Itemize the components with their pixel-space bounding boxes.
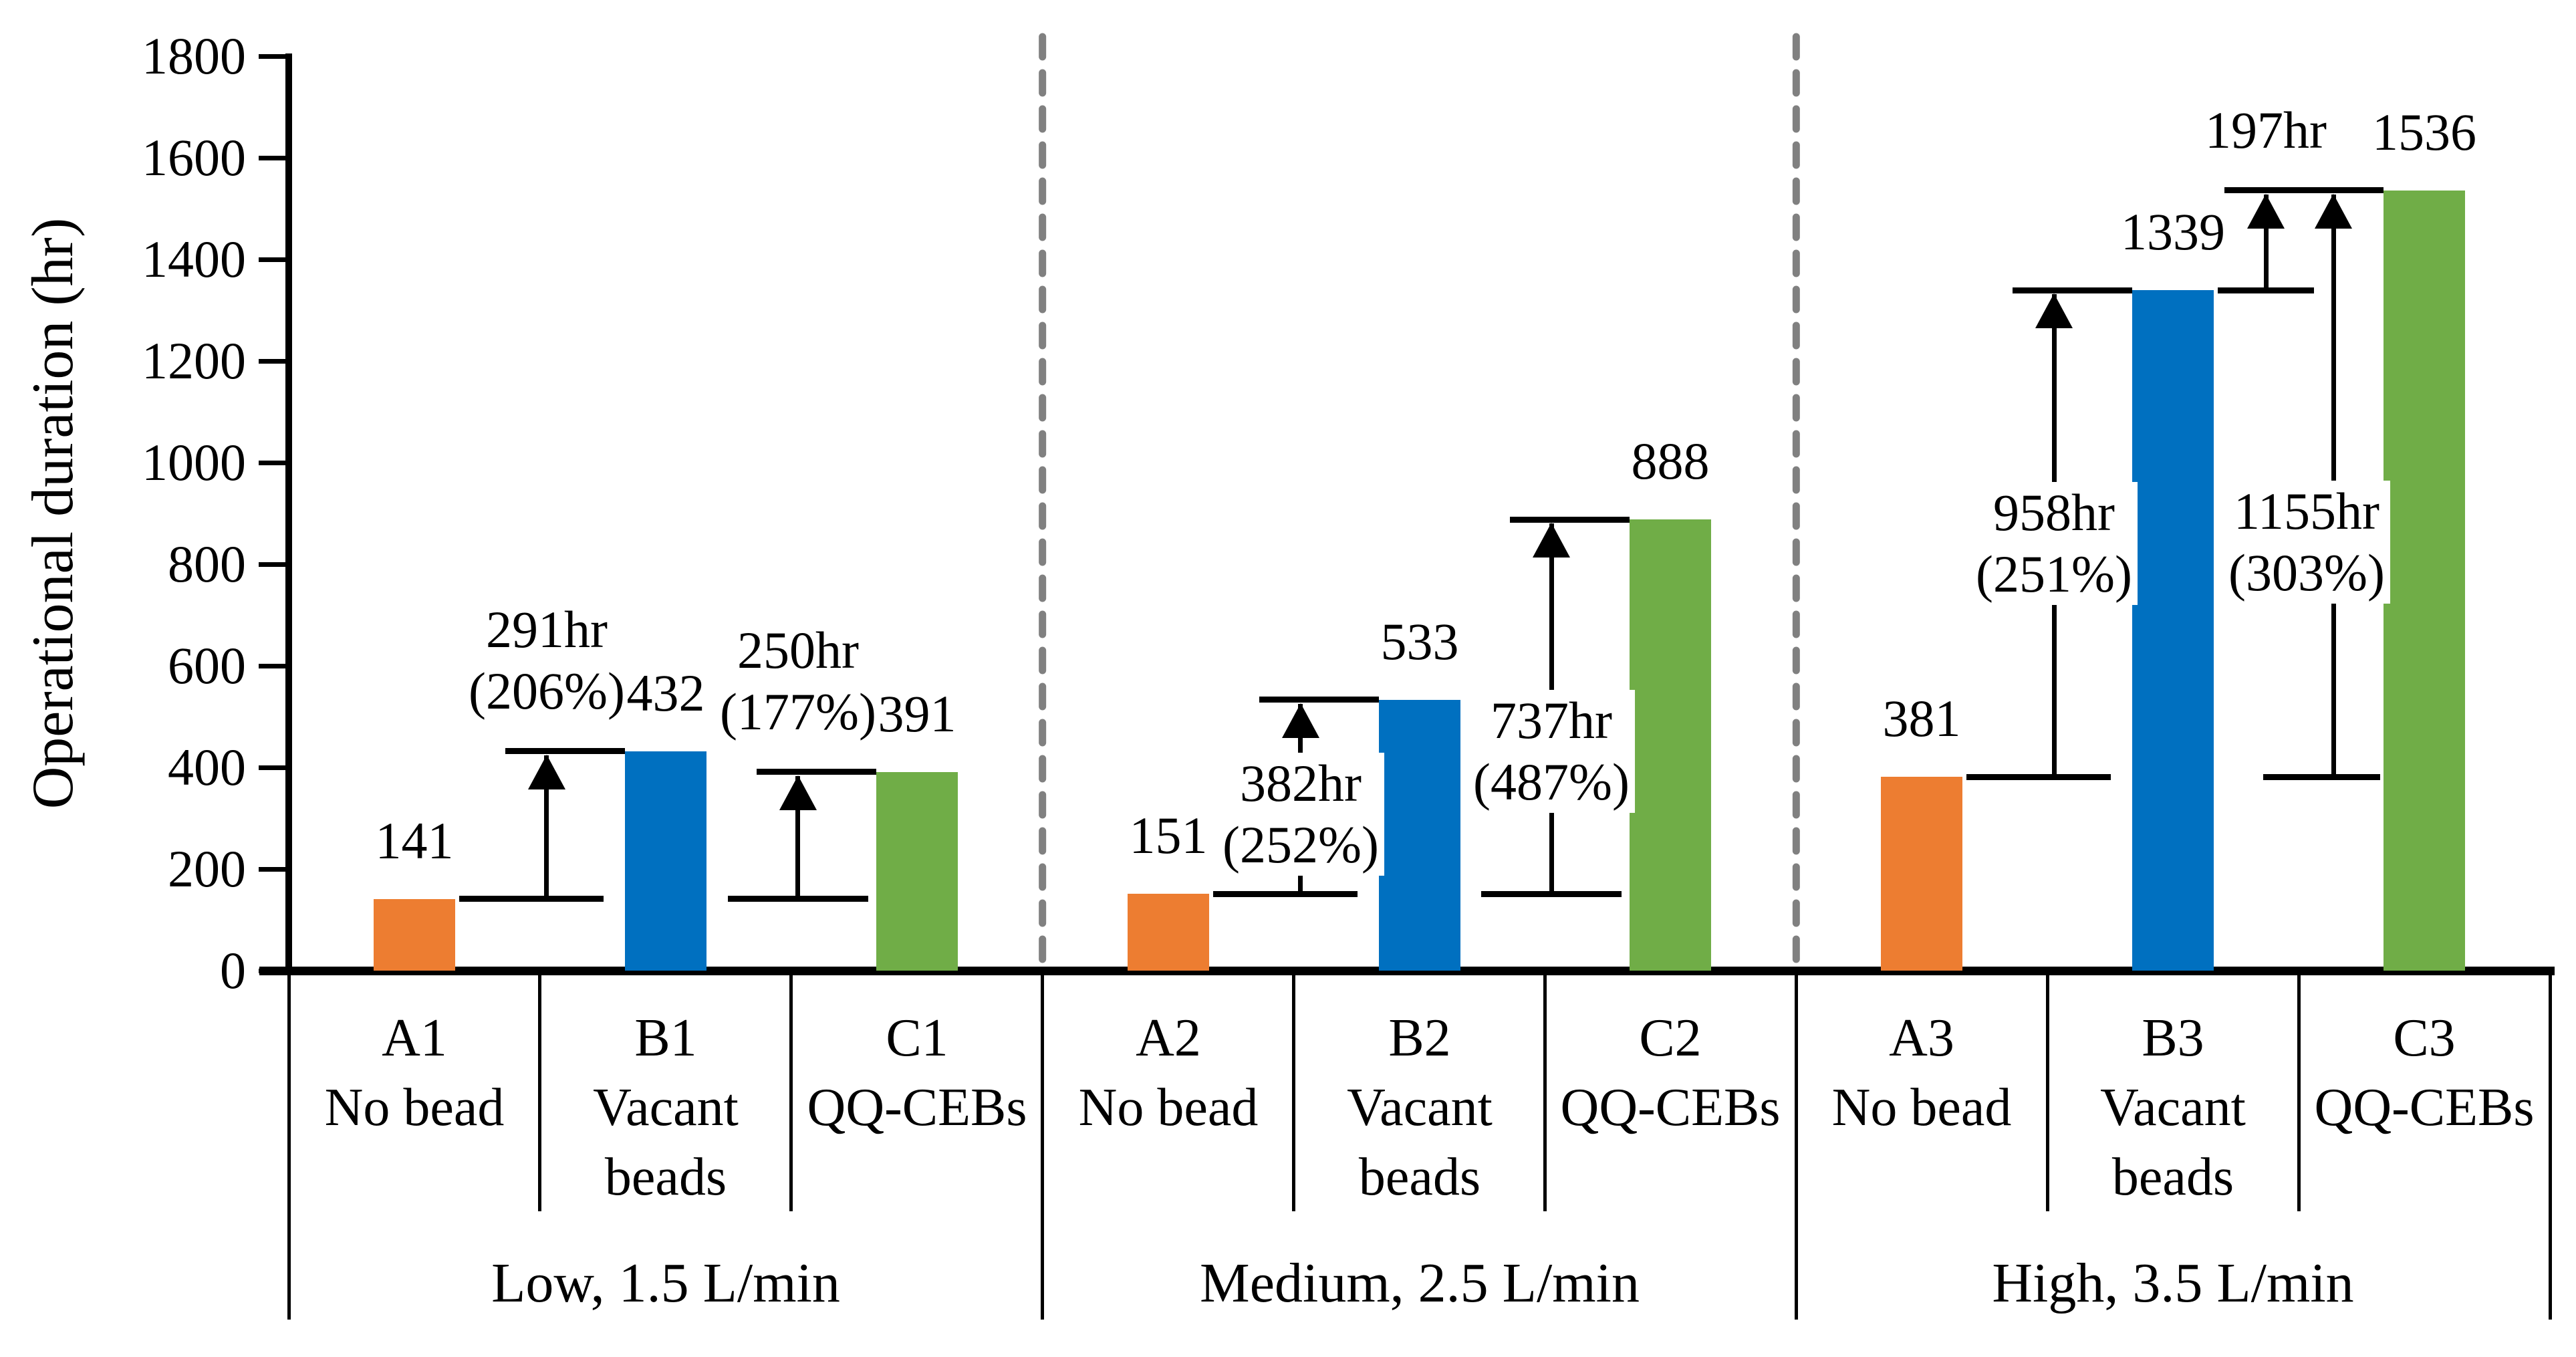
category-label-A2: A2 No bead bbox=[1078, 1009, 1259, 1137]
y-tick bbox=[259, 257, 289, 262]
group-divider bbox=[2549, 975, 2552, 1320]
bar-B2 bbox=[1379, 700, 1460, 971]
group-label: Medium, 2.5 L/min bbox=[1200, 1252, 1640, 1314]
y-tick-label: 200 bbox=[168, 840, 246, 898]
annotation-arrowhead bbox=[1282, 703, 1319, 738]
category-divider bbox=[789, 975, 793, 1211]
bar-C3 bbox=[2384, 191, 2465, 971]
annotation-label: 737hr (487%) bbox=[1468, 690, 1635, 813]
annotation-arrowhead bbox=[2247, 194, 2285, 229]
annotation-label: 958hr (251%) bbox=[1970, 482, 2138, 605]
category-label-B1: B1 Vacant beads bbox=[593, 1009, 739, 1207]
category-divider bbox=[1543, 975, 1547, 1211]
annotation-target-line bbox=[2292, 187, 2384, 193]
bar-value-label: 1339 bbox=[2121, 203, 2225, 261]
bar-value-label: 391 bbox=[878, 685, 956, 743]
y-tick bbox=[259, 54, 289, 59]
group-divider bbox=[1041, 975, 1044, 1320]
bar-value-label: 151 bbox=[1129, 806, 1208, 864]
bar-A2 bbox=[1128, 894, 1209, 971]
annotation-label: 197hr bbox=[2205, 101, 2327, 159]
bar-B1 bbox=[625, 751, 706, 971]
category-label-B2: B2 Vacant beads bbox=[1347, 1009, 1493, 1207]
annotation-target-line bbox=[1259, 697, 1379, 703]
annotation-target-line bbox=[1510, 517, 1630, 523]
bar-value-label: 432 bbox=[626, 664, 705, 722]
group-label: High, 3.5 L/min bbox=[1992, 1252, 2354, 1314]
annotation-base-line bbox=[728, 896, 868, 902]
y-tick bbox=[259, 664, 289, 668]
annotation-arrowhead bbox=[1533, 523, 1570, 558]
y-tick-label: 0 bbox=[220, 941, 246, 999]
y-tick-label: 1000 bbox=[142, 433, 246, 491]
annotation-arrowhead bbox=[2035, 293, 2073, 328]
bar-value-label: 381 bbox=[1882, 689, 1961, 747]
annotation-base-line bbox=[1481, 891, 1622, 897]
annotation-arrowhead bbox=[528, 755, 565, 789]
category-divider bbox=[2297, 975, 2301, 1211]
bar-value-label: 1536 bbox=[2372, 103, 2476, 161]
annotation-label: 382hr (252%) bbox=[1217, 753, 1384, 876]
y-tick bbox=[259, 969, 289, 973]
group-divider bbox=[1795, 975, 1798, 1320]
annotation-label: 291hr (206%) bbox=[469, 600, 625, 720]
y-tick bbox=[259, 562, 289, 567]
bar-value-label: 141 bbox=[375, 812, 454, 870]
category-divider bbox=[1292, 975, 1295, 1211]
y-tick-label: 1400 bbox=[142, 230, 246, 288]
category-divider bbox=[538, 975, 541, 1211]
annotation-base-line bbox=[2218, 287, 2314, 293]
annotation-label: 250hr (177%) bbox=[720, 621, 876, 741]
annotation-arrow-shaft bbox=[2264, 195, 2269, 288]
y-tick-label: 800 bbox=[168, 535, 246, 593]
annotation-target-line bbox=[2013, 287, 2132, 293]
annotation-base-line bbox=[1213, 891, 1358, 897]
bar-A3 bbox=[1881, 777, 1962, 971]
annotation-base-line bbox=[459, 896, 604, 902]
category-label-B3: B3 Vacant beads bbox=[2100, 1009, 2246, 1207]
bar-C1 bbox=[876, 772, 958, 971]
category-label-A3: A3 No bead bbox=[1831, 1009, 2012, 1137]
group-divider bbox=[287, 975, 291, 1320]
annotation-arrowhead bbox=[779, 775, 817, 810]
y-tick-label: 600 bbox=[168, 636, 246, 695]
bar-B3 bbox=[2132, 290, 2214, 971]
y-tick bbox=[259, 765, 289, 770]
category-divider bbox=[2046, 975, 2049, 1211]
category-label-C3: C3 QQ-CEBs bbox=[2314, 1009, 2535, 1137]
x-axis-line bbox=[259, 967, 2555, 975]
annotation-arrow-shaft bbox=[795, 776, 800, 896]
y-tick-label: 400 bbox=[168, 738, 246, 796]
annotation-target-line bbox=[505, 748, 625, 754]
y-tick-label: 1600 bbox=[142, 128, 246, 187]
annotation-arrow-shaft bbox=[544, 755, 549, 896]
annotation-base-line bbox=[1966, 774, 2111, 780]
group-label: Low, 1.5 L/min bbox=[491, 1252, 840, 1314]
bar-value-label: 888 bbox=[1631, 432, 1710, 490]
y-tick-label: 1200 bbox=[142, 332, 246, 390]
bar-A1 bbox=[374, 899, 455, 971]
category-label-C1: C1 QQ-CEBs bbox=[807, 1009, 1027, 1137]
y-tick bbox=[259, 156, 289, 160]
bar-C2 bbox=[1630, 519, 1711, 971]
y-tick bbox=[259, 867, 289, 872]
y-tick bbox=[259, 461, 289, 465]
bar-value-label: 533 bbox=[1380, 612, 1459, 670]
annotation-label: 1155hr (303%) bbox=[2223, 481, 2390, 604]
annotation-base-line bbox=[2263, 774, 2380, 780]
category-label-C2: C2 QQ-CEBs bbox=[1560, 1009, 1781, 1137]
y-tick bbox=[259, 359, 289, 364]
y-axis-line bbox=[285, 53, 292, 975]
category-label-A1: A1 No bead bbox=[324, 1009, 505, 1137]
annotation-arrowhead bbox=[2315, 194, 2352, 229]
y-tick-label: 1800 bbox=[142, 27, 246, 85]
annotation-target-line bbox=[757, 769, 876, 775]
